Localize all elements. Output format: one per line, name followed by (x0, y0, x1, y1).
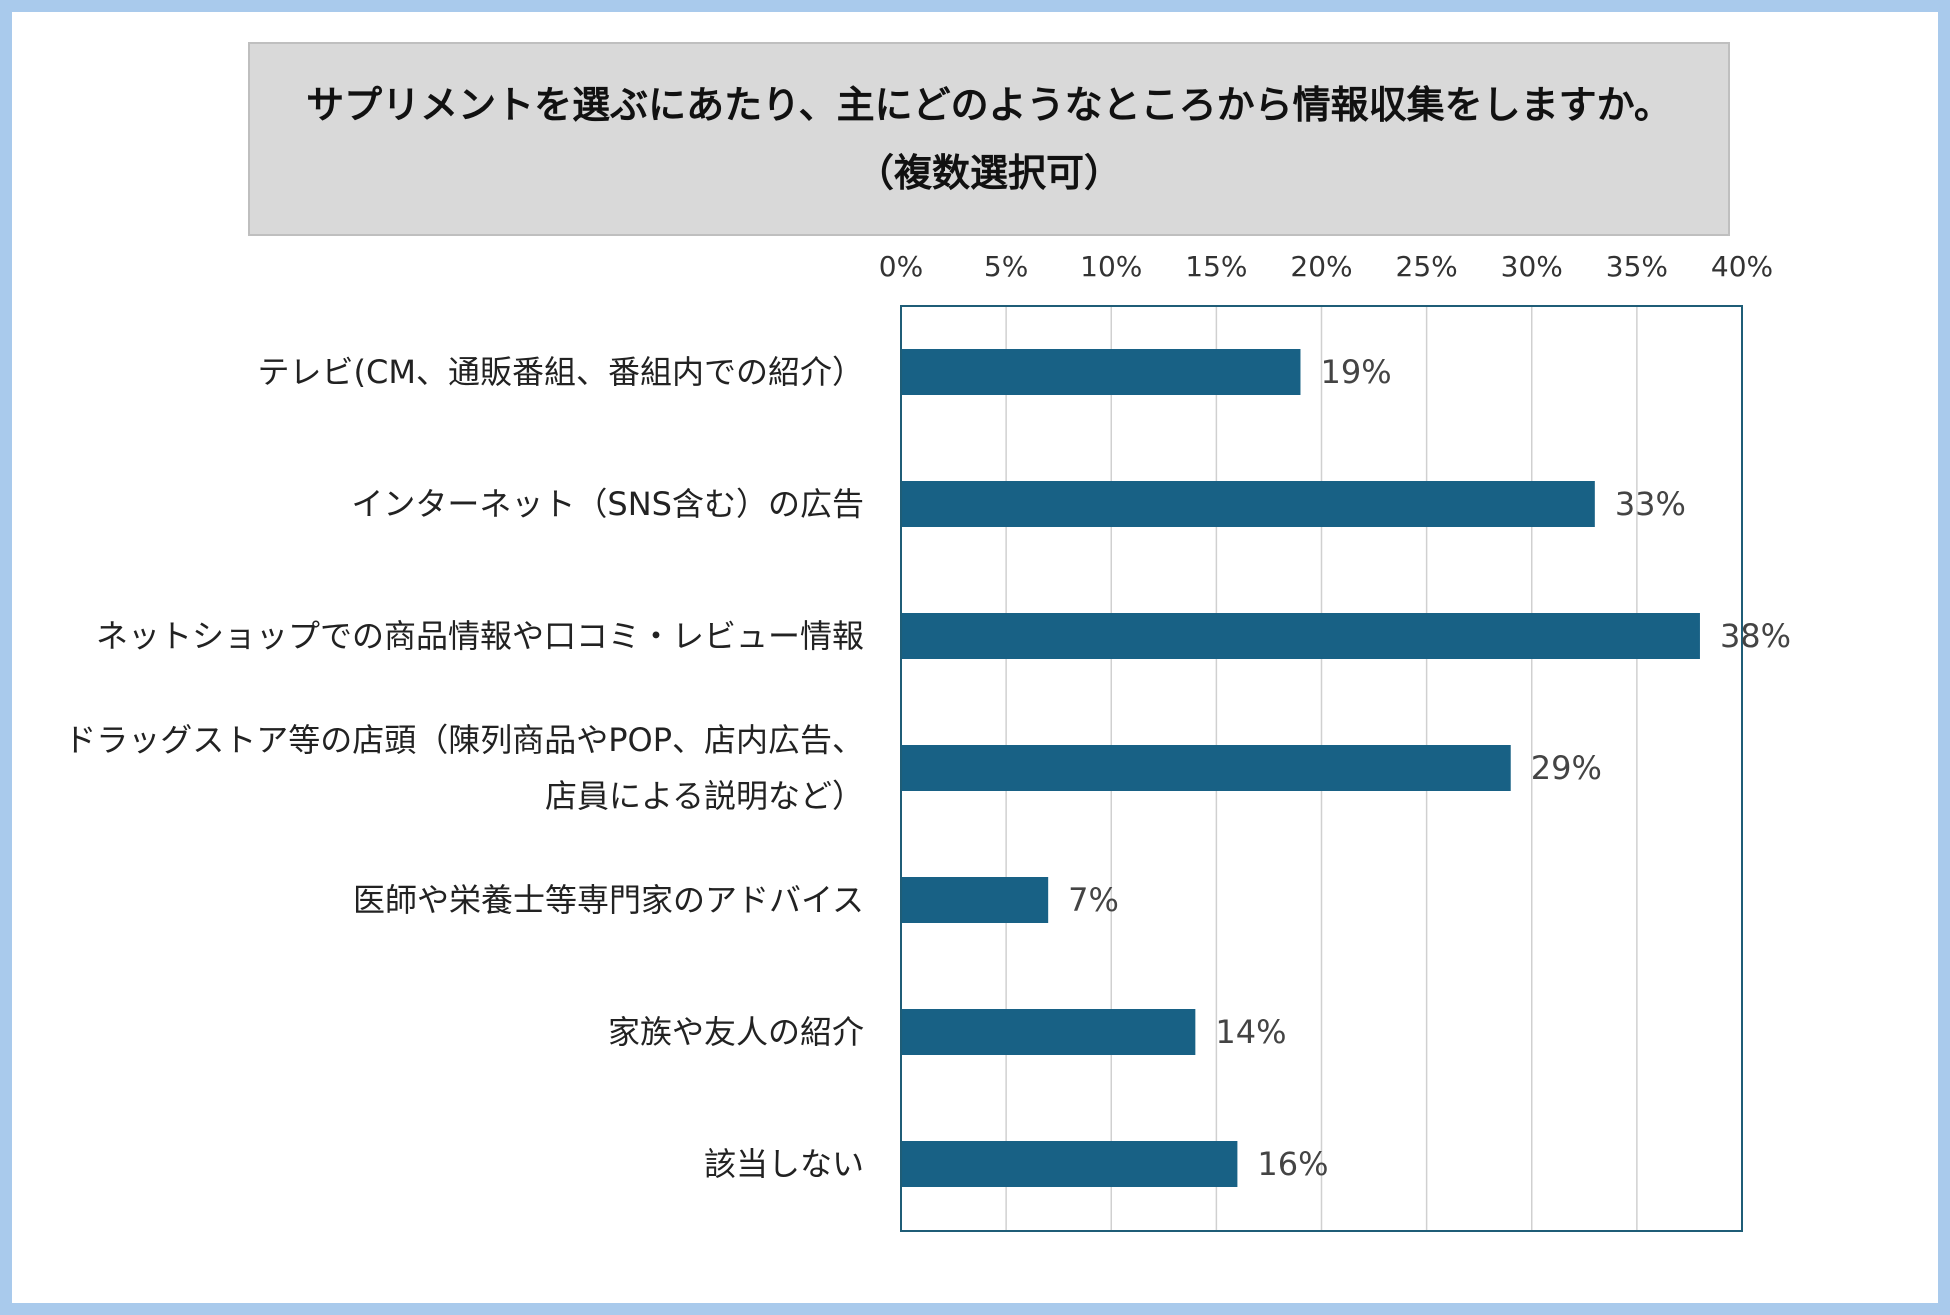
chart-subtitle: （複数選択可） (855, 151, 1122, 195)
x-tick-label: 30% (1501, 250, 1563, 283)
x-tick-label: 40% (1711, 250, 1773, 283)
data-label: 7% (1068, 881, 1119, 919)
category-label: ネットショップでの商品情報や口コミ・レビュー情報 (96, 617, 864, 655)
category-label-line: 医師や栄養士等専門家のアドバイス (353, 881, 864, 919)
category-label: テレビ(CM、通販番組、番組内での紹介） (258, 353, 864, 391)
plot-frame (900, 305, 1743, 1232)
x-tick-label: 15% (1185, 250, 1247, 283)
bar (901, 877, 1049, 923)
x-tick-label: 25% (1396, 250, 1458, 283)
data-label: 14% (1215, 1013, 1286, 1051)
x-tick-labels: 0% 5% 10% 15% 20% 25% 30% 35% 40% (879, 250, 1773, 283)
data-label: 38% (1720, 617, 1791, 655)
category-label: 家族や友人の紹介 (608, 1013, 864, 1051)
data-label: 19% (1320, 353, 1391, 391)
data-label: 29% (1531, 749, 1602, 787)
x-tick-label: 5% (984, 250, 1028, 283)
category-label-line: 該当しない (704, 1145, 864, 1183)
bars (901, 349, 1700, 1187)
x-tick-label: 20% (1290, 250, 1352, 283)
chart-title-box: サプリメントを選ぶにあたり、主にどのようなところから情報収集をしますか。 （複数… (248, 42, 1730, 236)
category-label-line: 店員による説明など） (545, 777, 864, 815)
bar (901, 349, 1301, 395)
bar (901, 1009, 1196, 1055)
bar (901, 745, 1511, 791)
data-label: 33% (1615, 485, 1686, 523)
bar (901, 613, 1700, 659)
category-label-line: ドラッグストア等の店頭（陳列商品やPOP、店内広告、 (64, 721, 864, 759)
category-labels: テレビ(CM、通販番組、番組内での紹介） インターネット（SNS含む）の広告ネット… (64, 353, 864, 1183)
chart-title: サプリメントを選ぶにあたり、主にどのようなところから情報収集をしますか。 (306, 83, 1672, 127)
category-label-line: ネットショップでの商品情報や口コミ・レビュー情報 (96, 617, 864, 655)
category-label-line: インターネット（SNS含む）の広告 (351, 485, 864, 523)
bar (901, 1141, 1238, 1187)
category-label: 該当しない (704, 1145, 864, 1183)
x-tick-label: 0% (879, 250, 923, 283)
data-labels: 19% 33% 38% 29% 7% 14% 16% (1068, 353, 1791, 1183)
bar (901, 481, 1595, 527)
category-label-line: テレビ(CM、通販番組、番組内での紹介） (258, 353, 864, 391)
category-label: インターネット（SNS含む）の広告 (351, 485, 864, 523)
x-tick-label: 35% (1606, 250, 1668, 283)
category-label: ドラッグストア等の店頭（陳列商品やPOP、店内広告、店員による説明など） (64, 721, 864, 815)
x-tick-label: 10% (1080, 250, 1142, 283)
category-label: 医師や栄養士等専門家のアドバイス (353, 881, 864, 919)
data-label: 16% (1257, 1145, 1328, 1183)
category-label-line: 家族や友人の紹介 (608, 1013, 864, 1051)
